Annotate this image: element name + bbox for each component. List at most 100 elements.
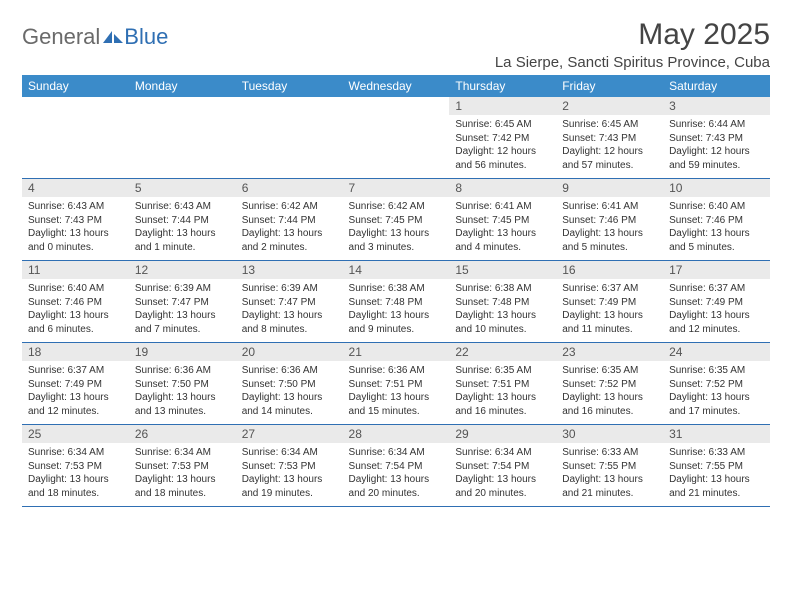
day-number: 4 — [22, 179, 129, 197]
day-details: Sunrise: 6:35 AMSunset: 7:51 PMDaylight:… — [449, 361, 556, 424]
day-number: 8 — [449, 179, 556, 197]
day-number: 11 — [22, 261, 129, 279]
weekday-header: Monday — [129, 75, 236, 97]
day-number: 29 — [449, 425, 556, 443]
calendar-week-row: 1Sunrise: 6:45 AMSunset: 7:42 PMDaylight… — [22, 97, 770, 179]
calendar-day-cell: 6Sunrise: 6:42 AMSunset: 7:44 PMDaylight… — [236, 179, 343, 261]
calendar: SundayMondayTuesdayWednesdayThursdayFrid… — [22, 75, 770, 507]
calendar-day-cell: 20Sunrise: 6:36 AMSunset: 7:50 PMDayligh… — [236, 343, 343, 425]
calendar-day-cell: 13Sunrise: 6:39 AMSunset: 7:47 PMDayligh… — [236, 261, 343, 343]
day-number: 22 — [449, 343, 556, 361]
day-details: Sunrise: 6:36 AMSunset: 7:50 PMDaylight:… — [129, 361, 236, 424]
day-number: 17 — [663, 261, 770, 279]
calendar-day-cell: 3Sunrise: 6:44 AMSunset: 7:43 PMDaylight… — [663, 97, 770, 179]
calendar-day-cell — [236, 97, 343, 179]
day-details: Sunrise: 6:41 AMSunset: 7:45 PMDaylight:… — [449, 197, 556, 260]
calendar-day-cell: 12Sunrise: 6:39 AMSunset: 7:47 PMDayligh… — [129, 261, 236, 343]
day-number: 15 — [449, 261, 556, 279]
calendar-week-row: 4Sunrise: 6:43 AMSunset: 7:43 PMDaylight… — [22, 179, 770, 261]
day-number: 1 — [449, 97, 556, 115]
calendar-day-cell: 22Sunrise: 6:35 AMSunset: 7:51 PMDayligh… — [449, 343, 556, 425]
brand-logo: General Blue — [22, 24, 168, 50]
day-number: 18 — [22, 343, 129, 361]
calendar-day-cell — [22, 97, 129, 179]
calendar-day-cell: 25Sunrise: 6:34 AMSunset: 7:53 PMDayligh… — [22, 425, 129, 507]
day-number: 5 — [129, 179, 236, 197]
calendar-week-row: 18Sunrise: 6:37 AMSunset: 7:49 PMDayligh… — [22, 343, 770, 425]
day-details: Sunrise: 6:45 AMSunset: 7:43 PMDaylight:… — [556, 115, 663, 178]
calendar-day-cell: 7Sunrise: 6:42 AMSunset: 7:45 PMDaylight… — [343, 179, 450, 261]
day-number: 28 — [343, 425, 450, 443]
day-number: 27 — [236, 425, 343, 443]
weekday-header: Wednesday — [343, 75, 450, 97]
calendar-day-cell: 30Sunrise: 6:33 AMSunset: 7:55 PMDayligh… — [556, 425, 663, 507]
day-details: Sunrise: 6:42 AMSunset: 7:45 PMDaylight:… — [343, 197, 450, 260]
day-details: Sunrise: 6:43 AMSunset: 7:44 PMDaylight:… — [129, 197, 236, 260]
calendar-day-cell: 29Sunrise: 6:34 AMSunset: 7:54 PMDayligh… — [449, 425, 556, 507]
day-number: 2 — [556, 97, 663, 115]
day-number: 30 — [556, 425, 663, 443]
calendar-day-cell: 11Sunrise: 6:40 AMSunset: 7:46 PMDayligh… — [22, 261, 129, 343]
day-details: Sunrise: 6:33 AMSunset: 7:55 PMDaylight:… — [556, 443, 663, 506]
day-details: Sunrise: 6:36 AMSunset: 7:51 PMDaylight:… — [343, 361, 450, 424]
brand-text-blue: Blue — [124, 24, 168, 50]
day-details: Sunrise: 6:34 AMSunset: 7:54 PMDaylight:… — [449, 443, 556, 506]
day-details: Sunrise: 6:39 AMSunset: 7:47 PMDaylight:… — [236, 279, 343, 342]
day-details: Sunrise: 6:43 AMSunset: 7:43 PMDaylight:… — [22, 197, 129, 260]
day-details: Sunrise: 6:38 AMSunset: 7:48 PMDaylight:… — [449, 279, 556, 342]
calendar-day-cell: 24Sunrise: 6:35 AMSunset: 7:52 PMDayligh… — [663, 343, 770, 425]
day-number: 6 — [236, 179, 343, 197]
calendar-day-cell: 2Sunrise: 6:45 AMSunset: 7:43 PMDaylight… — [556, 97, 663, 179]
weekday-header: Tuesday — [236, 75, 343, 97]
calendar-day-cell: 8Sunrise: 6:41 AMSunset: 7:45 PMDaylight… — [449, 179, 556, 261]
day-number: 7 — [343, 179, 450, 197]
day-number: 23 — [556, 343, 663, 361]
day-details: Sunrise: 6:41 AMSunset: 7:46 PMDaylight:… — [556, 197, 663, 260]
calendar-head: SundayMondayTuesdayWednesdayThursdayFrid… — [22, 75, 770, 97]
header: General Blue May 2025 La Sierpe, Sancti … — [22, 18, 770, 71]
day-details: Sunrise: 6:44 AMSunset: 7:43 PMDaylight:… — [663, 115, 770, 178]
calendar-day-cell: 28Sunrise: 6:34 AMSunset: 7:54 PMDayligh… — [343, 425, 450, 507]
day-details: Sunrise: 6:37 AMSunset: 7:49 PMDaylight:… — [22, 361, 129, 424]
day-number: 26 — [129, 425, 236, 443]
brand-sail-icon — [103, 29, 123, 45]
calendar-day-cell: 14Sunrise: 6:38 AMSunset: 7:48 PMDayligh… — [343, 261, 450, 343]
day-number: 20 — [236, 343, 343, 361]
day-number: 16 — [556, 261, 663, 279]
calendar-day-cell: 15Sunrise: 6:38 AMSunset: 7:48 PMDayligh… — [449, 261, 556, 343]
location-text: La Sierpe, Sancti Spiritus Province, Cub… — [495, 54, 770, 71]
day-details: Sunrise: 6:38 AMSunset: 7:48 PMDaylight:… — [343, 279, 450, 342]
weekday-header: Friday — [556, 75, 663, 97]
calendar-day-cell: 19Sunrise: 6:36 AMSunset: 7:50 PMDayligh… — [129, 343, 236, 425]
calendar-day-cell: 26Sunrise: 6:34 AMSunset: 7:53 PMDayligh… — [129, 425, 236, 507]
calendar-day-cell: 27Sunrise: 6:34 AMSunset: 7:53 PMDayligh… — [236, 425, 343, 507]
day-number: 25 — [22, 425, 129, 443]
day-details: Sunrise: 6:33 AMSunset: 7:55 PMDaylight:… — [663, 443, 770, 506]
day-number: 13 — [236, 261, 343, 279]
calendar-day-cell: 18Sunrise: 6:37 AMSunset: 7:49 PMDayligh… — [22, 343, 129, 425]
calendar-day-cell: 4Sunrise: 6:43 AMSunset: 7:43 PMDaylight… — [22, 179, 129, 261]
calendar-week-row: 25Sunrise: 6:34 AMSunset: 7:53 PMDayligh… — [22, 425, 770, 507]
calendar-day-cell — [343, 97, 450, 179]
calendar-day-cell: 17Sunrise: 6:37 AMSunset: 7:49 PMDayligh… — [663, 261, 770, 343]
calendar-day-cell: 9Sunrise: 6:41 AMSunset: 7:46 PMDaylight… — [556, 179, 663, 261]
calendar-week-row: 11Sunrise: 6:40 AMSunset: 7:46 PMDayligh… — [22, 261, 770, 343]
day-details: Sunrise: 6:45 AMSunset: 7:42 PMDaylight:… — [449, 115, 556, 178]
weekday-header: Sunday — [22, 75, 129, 97]
calendar-day-cell: 31Sunrise: 6:33 AMSunset: 7:55 PMDayligh… — [663, 425, 770, 507]
month-title: May 2025 — [495, 18, 770, 52]
day-details: Sunrise: 6:42 AMSunset: 7:44 PMDaylight:… — [236, 197, 343, 260]
day-details: Sunrise: 6:36 AMSunset: 7:50 PMDaylight:… — [236, 361, 343, 424]
day-details: Sunrise: 6:34 AMSunset: 7:53 PMDaylight:… — [129, 443, 236, 506]
day-number: 9 — [556, 179, 663, 197]
weekday-header: Saturday — [663, 75, 770, 97]
title-block: May 2025 La Sierpe, Sancti Spiritus Prov… — [495, 18, 770, 71]
brand-text-general: General — [22, 24, 100, 50]
day-details: Sunrise: 6:35 AMSunset: 7:52 PMDaylight:… — [663, 361, 770, 424]
calendar-body: 1Sunrise: 6:45 AMSunset: 7:42 PMDaylight… — [22, 97, 770, 507]
weekday-header: Thursday — [449, 75, 556, 97]
day-number: 3 — [663, 97, 770, 115]
day-details: Sunrise: 6:34 AMSunset: 7:53 PMDaylight:… — [22, 443, 129, 506]
day-details: Sunrise: 6:37 AMSunset: 7:49 PMDaylight:… — [556, 279, 663, 342]
day-number: 14 — [343, 261, 450, 279]
